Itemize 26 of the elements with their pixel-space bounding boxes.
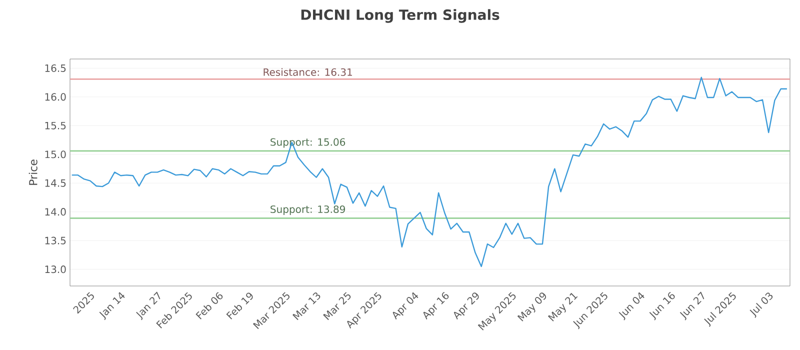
- x-tick-label: Jun 27: [680, 292, 704, 320]
- x-tick-label: Jan 14: [99, 292, 125, 320]
- x-tick-label: Apr 16: [423, 292, 449, 320]
- y-tick-label: 16.0: [45, 93, 66, 101]
- x-tick-label: Feb 19: [226, 292, 253, 320]
- y-tick-label: 13.0: [45, 266, 66, 274]
- y-tick-label: 15.0: [45, 150, 66, 158]
- y-axis-title: Price: [28, 160, 38, 185]
- y-tick-label: 16.5: [45, 64, 66, 72]
- x-tick-label: Apr 29: [454, 292, 479, 320]
- ref-line-label: Support: 13.89: [270, 205, 346, 215]
- y-tick-label: 15.5: [45, 122, 66, 130]
- x-tick-label: Feb 06: [196, 292, 223, 320]
- x-tick-label: Mar 13: [292, 292, 320, 320]
- x-tick-label: Jun 16: [649, 292, 675, 320]
- x-tick-label: Mar 25: [323, 292, 351, 320]
- ref-line-label: Support: 15.06: [270, 138, 346, 148]
- chart-title: DHCNI Long Term Signals: [301, 9, 500, 23]
- x-tick-label: Apr 04: [392, 292, 418, 320]
- x-tick-label: Jan 27: [136, 292, 160, 320]
- y-tick-label: 13.5: [45, 236, 66, 244]
- y-tick-label: 14.0: [45, 208, 66, 216]
- x-tick-label: Jul 03: [750, 292, 773, 318]
- ref-line-label: Resistance: 16.31: [264, 68, 352, 76]
- y-tick-label: 14.5: [45, 179, 66, 187]
- x-tick-label: Jun 04: [618, 292, 644, 320]
